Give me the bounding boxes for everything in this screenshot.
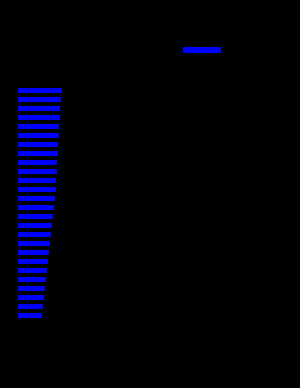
Bar [18, 259, 48, 264]
Bar [18, 313, 42, 318]
Bar [18, 88, 62, 93]
Bar [18, 268, 47, 273]
Bar [18, 124, 59, 129]
Bar [18, 187, 56, 192]
Bar [18, 160, 57, 165]
Bar [18, 106, 60, 111]
Bar [183, 47, 221, 53]
Bar [18, 133, 59, 138]
Bar [18, 196, 55, 201]
Bar [18, 115, 60, 120]
Bar [18, 286, 45, 291]
Bar [18, 232, 51, 237]
Bar [18, 241, 50, 246]
Bar [18, 304, 43, 309]
Bar [18, 169, 57, 174]
Bar [18, 178, 56, 183]
Bar [18, 142, 58, 147]
Bar [18, 97, 61, 102]
Bar [18, 250, 49, 255]
Bar [18, 277, 46, 282]
Bar [18, 205, 54, 210]
Bar [18, 223, 52, 228]
Bar [18, 214, 53, 219]
Bar [18, 151, 58, 156]
Bar [18, 295, 44, 300]
